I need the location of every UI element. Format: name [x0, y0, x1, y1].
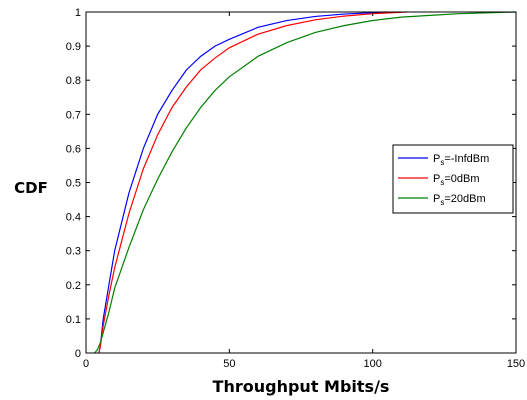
- y-tick-label: 0.5: [66, 178, 81, 190]
- y-axis-title: CDF: [14, 179, 48, 197]
- x-axis-title: Throughput Mbits/s: [213, 377, 390, 396]
- legend-label-1: Ps=-InfdBm: [433, 153, 489, 167]
- legend-label-main: P: [433, 153, 440, 165]
- y-tick-label: 0.8: [66, 75, 81, 87]
- legend-label-rest: =20dBm: [444, 193, 485, 205]
- series-line-2: [98, 11, 408, 354]
- y-tick-label: 0.7: [66, 109, 81, 121]
- x-tick-label: 150: [507, 358, 525, 370]
- y-tick-label: 0.1: [66, 314, 81, 326]
- y-tick-label: 0.4: [66, 212, 81, 224]
- x-tick-label: 50: [223, 358, 235, 370]
- series-line-1: [98, 11, 388, 354]
- legend-label-main: P: [433, 193, 440, 205]
- legend-label-3: Ps=20dBm: [433, 193, 486, 207]
- x-tick-label: 100: [363, 358, 381, 370]
- legend-label-subscript: s: [440, 198, 444, 207]
- y-tick-label: 1: [75, 7, 81, 19]
- legend-label-subscript: s: [440, 158, 444, 167]
- legend-box: [392, 144, 514, 214]
- x-tick-label: 0: [83, 358, 89, 370]
- legend-label-main: P: [433, 173, 440, 185]
- legend-label-2: Ps=0dBm: [433, 173, 480, 187]
- legend-label-subscript: s: [440, 178, 444, 187]
- series-line-3: [94, 11, 517, 354]
- legend-label-rest: =0dBm: [444, 173, 479, 185]
- y-tick-label: 0.9: [66, 41, 81, 53]
- y-tick-label: 0: [75, 348, 81, 360]
- y-tick-label: 0.2: [66, 280, 81, 292]
- y-tick-label: 0.3: [66, 246, 81, 258]
- y-tick-label: 0.6: [66, 143, 81, 155]
- legend-label-rest: =-InfdBm: [444, 153, 489, 165]
